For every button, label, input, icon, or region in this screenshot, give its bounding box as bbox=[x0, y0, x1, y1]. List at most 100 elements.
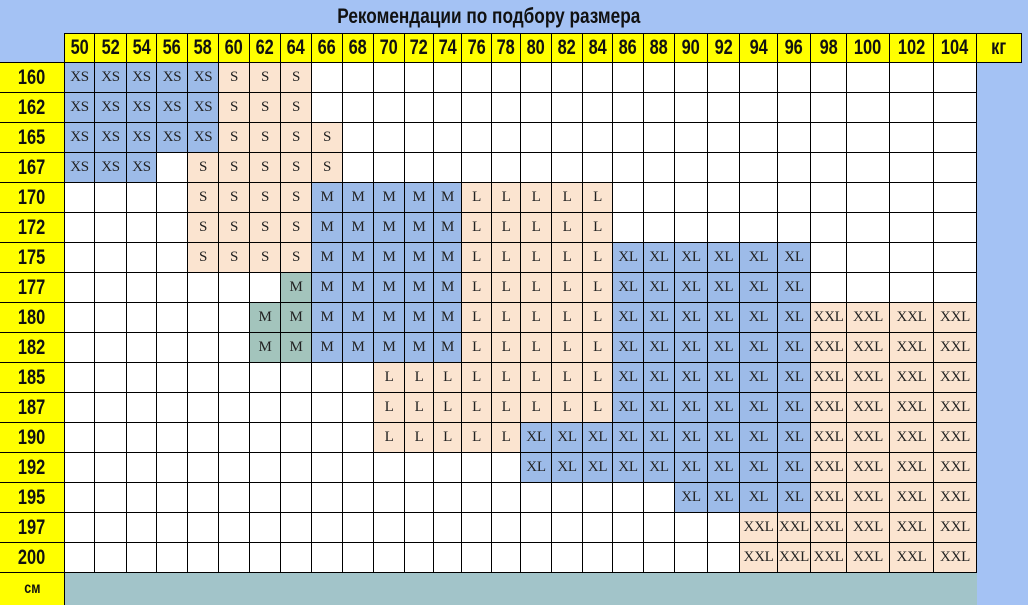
empty-cell bbox=[811, 153, 847, 183]
size-cell-xs: XS bbox=[127, 153, 157, 183]
empty-cell bbox=[644, 543, 675, 573]
empty-cell bbox=[343, 513, 374, 543]
size-cell-xxl-label: XXL bbox=[896, 309, 927, 325]
size-cell-xxl: XXL bbox=[740, 543, 778, 573]
size-cell-xl: XL bbox=[708, 243, 740, 273]
size-cell-m-label: M bbox=[440, 279, 455, 295]
size-cell-l: L bbox=[405, 393, 434, 423]
size-cell-xl: XL bbox=[675, 243, 708, 273]
size-cell-m: M bbox=[405, 273, 434, 303]
size-cell-xxl: XXL bbox=[811, 303, 847, 333]
height-label-195: 195 bbox=[0, 483, 65, 513]
size-cell-s: S bbox=[250, 243, 281, 273]
empty-cell bbox=[95, 273, 127, 303]
size-cell-xl: XL bbox=[708, 273, 740, 303]
size-cell-s: S bbox=[281, 213, 312, 243]
size-cell-xl: XL bbox=[675, 303, 708, 333]
size-cell-xl-label: XL bbox=[748, 429, 769, 445]
size-cell-xs: XS bbox=[65, 153, 95, 183]
size-cell-xl-label: XL bbox=[681, 459, 701, 475]
size-cell-m: M bbox=[250, 333, 281, 363]
weight-header-78: 78 bbox=[492, 33, 521, 63]
size-cell-xl: XL bbox=[778, 363, 811, 393]
height-label-165-label: 165 bbox=[18, 125, 46, 149]
size-cell-xl: XL bbox=[583, 423, 613, 453]
height-label-197: 197 bbox=[0, 513, 65, 543]
empty-cell bbox=[95, 513, 127, 543]
size-cell-xl: XL bbox=[740, 483, 778, 513]
size-cell-xl-label: XL bbox=[784, 489, 804, 505]
weight-unit-header: кг bbox=[977, 33, 1022, 63]
size-cell-xxl: XXL bbox=[811, 453, 847, 483]
empty-cell bbox=[492, 153, 521, 183]
weight-header-64-label: 64 bbox=[286, 36, 306, 59]
size-cell-xl: XL bbox=[644, 423, 675, 453]
size-cell-s-label: S bbox=[260, 69, 270, 85]
empty-cell bbox=[847, 243, 890, 273]
empty-cell bbox=[890, 93, 934, 123]
empty-cell bbox=[65, 543, 95, 573]
size-cell-xl: XL bbox=[644, 303, 675, 333]
weight-header-90-label: 90 bbox=[681, 36, 701, 59]
empty-cell bbox=[675, 153, 708, 183]
size-cell-xl: XL bbox=[778, 423, 811, 453]
size-cell-xl-label: XL bbox=[618, 459, 638, 475]
size-cell-s-label: S bbox=[291, 249, 301, 265]
size-cell-m: M bbox=[281, 333, 312, 363]
size-cell-xxl: XXL bbox=[778, 513, 811, 543]
empty-cell bbox=[405, 63, 434, 93]
empty-cell bbox=[613, 483, 644, 513]
empty-cell bbox=[811, 243, 847, 273]
empty-cell bbox=[934, 243, 977, 273]
empty-cell bbox=[405, 93, 434, 123]
empty-cell bbox=[312, 63, 343, 93]
size-cell-l: L bbox=[521, 393, 552, 423]
size-cell-xl: XL bbox=[552, 423, 583, 453]
empty-cell bbox=[374, 153, 405, 183]
empty-cell bbox=[127, 453, 157, 483]
empty-cell bbox=[552, 543, 583, 573]
empty-cell bbox=[312, 423, 343, 453]
size-cell-xxl: XXL bbox=[847, 423, 890, 453]
height-label-175: 175 bbox=[0, 243, 65, 273]
size-cell-l-label: L bbox=[593, 249, 602, 265]
weight-header-74: 74 bbox=[434, 33, 462, 63]
size-cell-xxl: XXL bbox=[847, 333, 890, 363]
size-cell-l-label: L bbox=[443, 429, 452, 445]
size-cell-xxl: XXL bbox=[934, 303, 977, 333]
weight-header-72-label: 72 bbox=[409, 36, 429, 59]
empty-cell bbox=[95, 483, 127, 513]
size-cell-xxl-label: XXL bbox=[853, 429, 883, 445]
weight-header-104: 104 bbox=[934, 33, 977, 63]
empty-cell bbox=[65, 213, 95, 243]
size-cell-xxl: XXL bbox=[847, 543, 890, 573]
weight-header-62: 62 bbox=[250, 33, 281, 63]
empty-cell bbox=[343, 483, 374, 513]
height-label-175-label: 175 bbox=[18, 245, 46, 269]
size-cell-m: M bbox=[405, 303, 434, 333]
size-cell-xxl: XXL bbox=[934, 423, 977, 453]
size-cell-s: S bbox=[250, 63, 281, 93]
empty-cell bbox=[219, 303, 250, 333]
size-cell-xl: XL bbox=[740, 243, 778, 273]
empty-cell bbox=[847, 153, 890, 183]
height-unit-label-label: см bbox=[23, 580, 41, 597]
size-cell-xxl-label: XXL bbox=[940, 339, 970, 355]
weight-header-76-label: 76 bbox=[467, 36, 486, 59]
weight-header-96: 96 bbox=[778, 33, 811, 63]
weight-header-56-label: 56 bbox=[162, 36, 182, 59]
size-cell-l-label: L bbox=[472, 189, 481, 205]
empty-cell bbox=[65, 513, 95, 543]
weight-header-58: 58 bbox=[188, 33, 219, 63]
size-cell-xl-label: XL bbox=[784, 309, 804, 325]
size-cell-l: L bbox=[492, 363, 521, 393]
height-label-165: 165 bbox=[0, 123, 65, 153]
size-cell-xs: XS bbox=[65, 123, 95, 153]
size-cell-m: M bbox=[343, 213, 374, 243]
size-cell-m-label: M bbox=[382, 339, 396, 355]
size-cell-xxl: XXL bbox=[890, 363, 934, 393]
empty-cell bbox=[778, 213, 811, 243]
empty-cell bbox=[708, 153, 740, 183]
weight-header-94-label: 94 bbox=[749, 36, 768, 59]
size-cell-xl: XL bbox=[675, 453, 708, 483]
